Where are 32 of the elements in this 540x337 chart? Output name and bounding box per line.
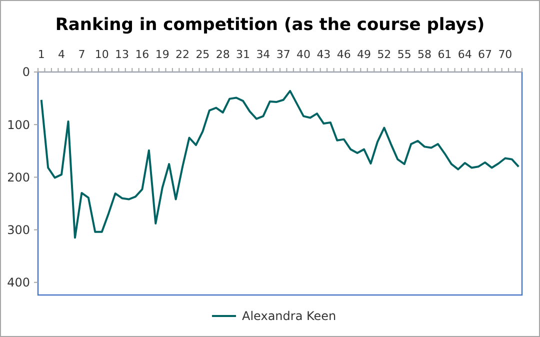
x-tick-label: 46 bbox=[336, 48, 351, 61]
x-tick-label: 7 bbox=[78, 48, 86, 61]
x-tick-label: 37 bbox=[276, 48, 290, 61]
line-series bbox=[40, 90, 520, 239]
x-tick-label: 13 bbox=[115, 48, 130, 61]
y-tick-label: 0 bbox=[22, 65, 30, 80]
x-tick-label: 40 bbox=[296, 48, 311, 61]
x-tick-label: 43 bbox=[316, 48, 331, 61]
x-tick-label: 55 bbox=[397, 48, 412, 61]
x-tick-label: 31 bbox=[236, 48, 250, 61]
legend-label: Alexandra Keen bbox=[242, 309, 336, 324]
x-tick-label: 4 bbox=[58, 48, 66, 61]
x-tick-label: 64 bbox=[458, 48, 472, 61]
x-tick-label: 28 bbox=[216, 48, 230, 61]
x-tick-label: 61 bbox=[438, 48, 452, 61]
chart-title: Ranking in competition (as the course plays) bbox=[55, 15, 485, 35]
x-tick-label: 22 bbox=[176, 48, 190, 61]
y-tick-label: 100 bbox=[7, 118, 30, 132]
x-tick-label: 52 bbox=[377, 48, 392, 61]
x-tick-label: 70 bbox=[498, 48, 512, 61]
y-tick-label: 400 bbox=[7, 276, 30, 290]
x-tick-label: 67 bbox=[478, 48, 492, 61]
y-tick-label: 300 bbox=[7, 222, 30, 237]
x-tick-label: 25 bbox=[196, 48, 210, 61]
x-tick-label: 10 bbox=[94, 48, 109, 61]
x-tick-label: 1 bbox=[38, 48, 45, 61]
x-tick-label: 58 bbox=[418, 48, 432, 61]
y-tick-label: 200 bbox=[7, 170, 30, 184]
x-tick-label: 16 bbox=[135, 48, 150, 61]
x-tick-label: 49 bbox=[357, 48, 372, 61]
x-tick-label: 19 bbox=[155, 48, 170, 61]
x-tick-label: 34 bbox=[256, 48, 270, 61]
